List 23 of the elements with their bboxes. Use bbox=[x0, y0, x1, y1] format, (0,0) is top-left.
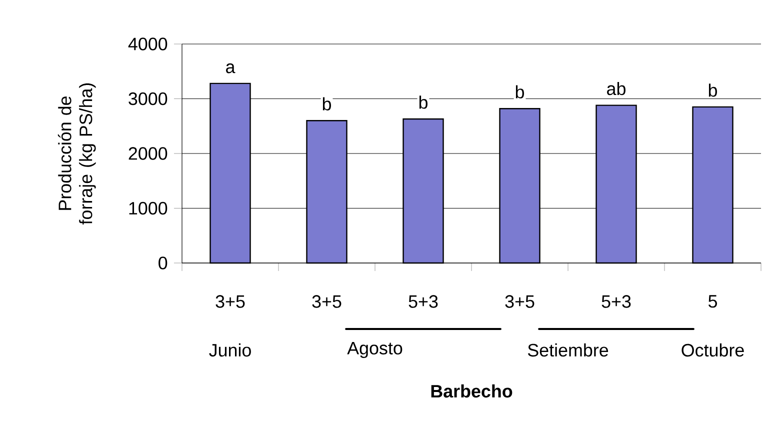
data-label: b bbox=[708, 84, 717, 97]
text: Junio bbox=[209, 343, 251, 357]
data-label: b bbox=[322, 97, 331, 110]
text: Agosto bbox=[347, 342, 402, 358]
y-tick-label: 0 bbox=[158, 256, 168, 270]
data-label: ab bbox=[607, 82, 626, 96]
x-tick-label: 5+3 bbox=[602, 295, 631, 308]
y-tick-label: 2000 bbox=[128, 147, 168, 160]
text: Setiembre bbox=[528, 343, 608, 357]
x-axis-title: Barbecho bbox=[431, 384, 512, 398]
x-tick-label: 5+3 bbox=[408, 295, 438, 308]
x-tick-label: 3+5 bbox=[505, 295, 534, 308]
y-tick-label: 4000 bbox=[128, 38, 168, 50]
data-label: b bbox=[516, 85, 524, 98]
y-tick-label: 1000 bbox=[129, 202, 168, 215]
data-label: b bbox=[419, 96, 428, 109]
y-axis-title: Producción de forraje (kg PS/ha) bbox=[58, 83, 96, 225]
y-tick-label: 3000 bbox=[128, 92, 168, 106]
data-label: a bbox=[226, 63, 236, 74]
text: Octubre bbox=[682, 343, 744, 357]
x-tick-label: 5 bbox=[708, 295, 717, 308]
x-tick-label: 3+5 bbox=[216, 295, 245, 308]
x-tick-label: 3+5 bbox=[312, 295, 342, 308]
